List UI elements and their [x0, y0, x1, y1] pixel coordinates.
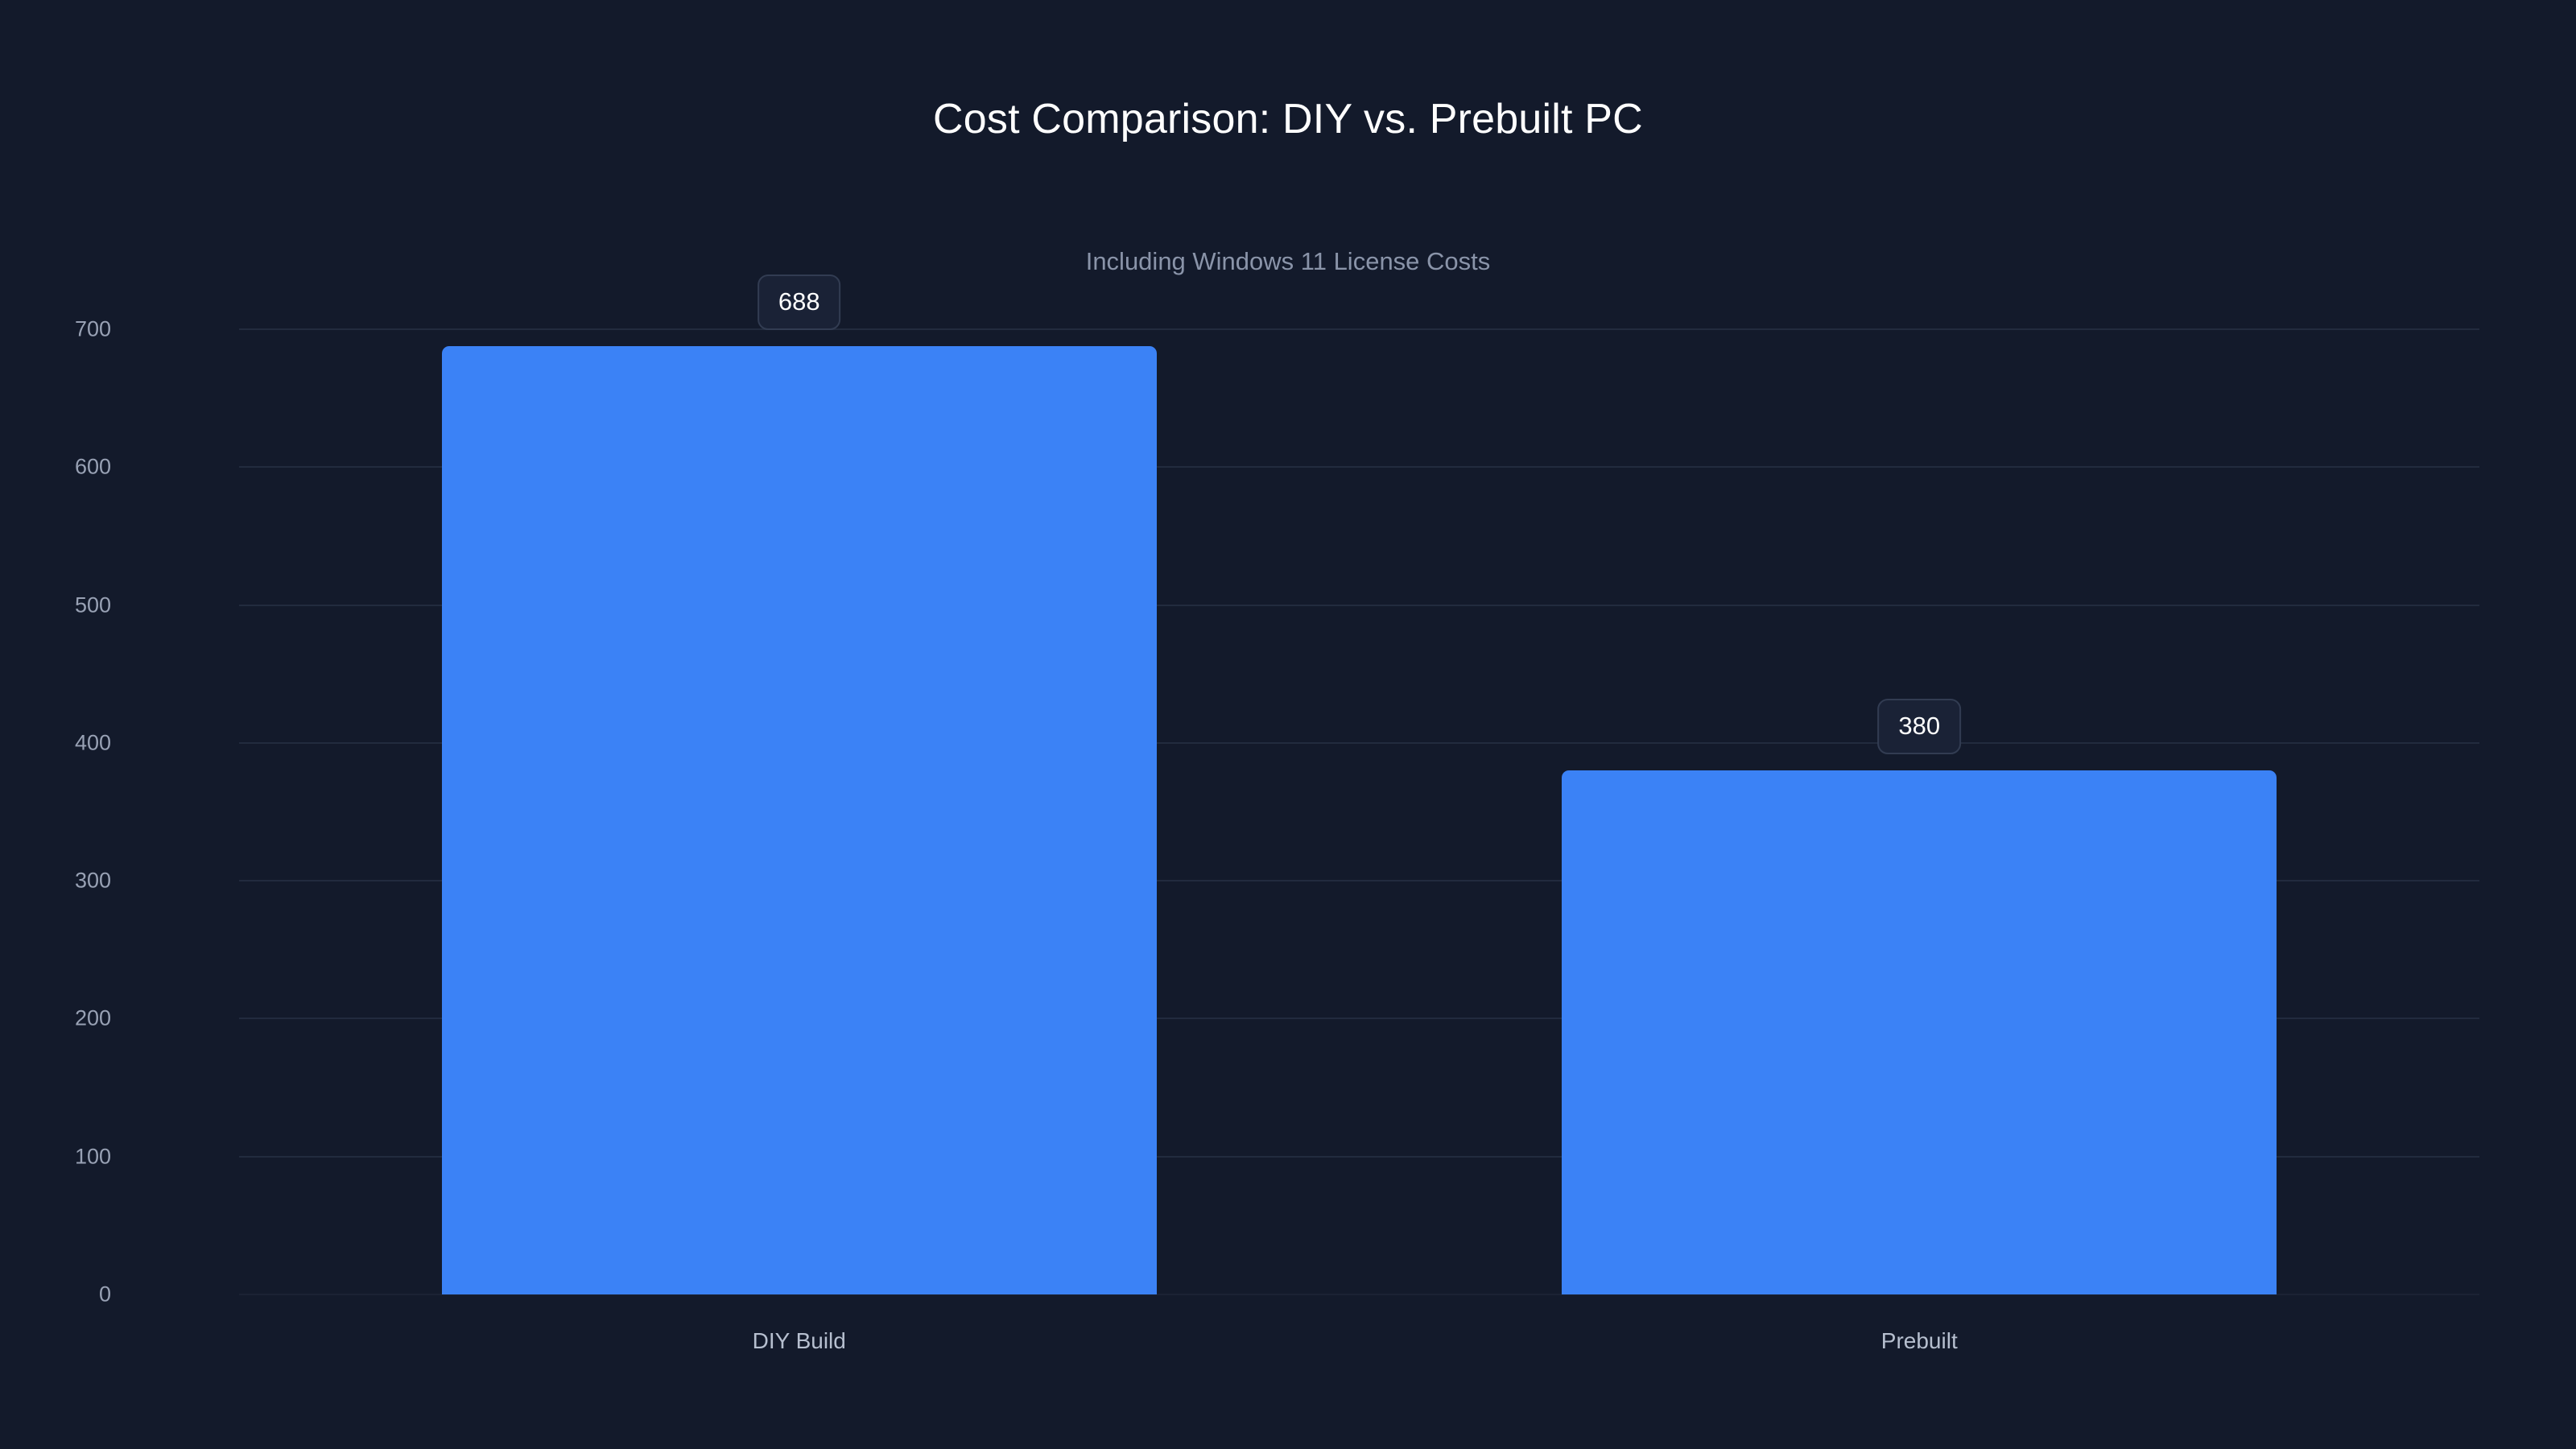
y-axis-tick-label: 600	[74, 454, 111, 479]
data-label-badge: 688	[757, 274, 841, 330]
gridline	[239, 1155, 2479, 1158]
gridline	[239, 741, 2479, 744]
bar-diy-build[interactable]	[441, 345, 1157, 1294]
x-axis-tick-label: Prebuilt	[1880, 1328, 1958, 1353]
y-axis-tick-label: 700	[74, 316, 111, 341]
y-axis-tick-label: 0	[98, 1282, 111, 1307]
chart-subtitle: Including Windows 11 License Costs	[1085, 247, 1491, 275]
bar-prebuilt[interactable]	[1562, 770, 2277, 1294]
data-label-badge: 380	[1877, 699, 1962, 755]
y-axis-tick-label: 100	[74, 1144, 111, 1169]
plot-area	[239, 328, 2479, 1295]
y-axis-tick-label: 300	[74, 868, 111, 893]
gridline	[239, 604, 2479, 606]
y-axis-tick-label: 400	[74, 730, 111, 755]
gridline	[239, 466, 2479, 469]
gridline	[239, 328, 2479, 330]
chart-title: Cost Comparison: DIY vs. Prebuilt PC	[933, 96, 1643, 142]
y-axis-tick-label: 200	[74, 1005, 111, 1030]
gridline	[239, 1294, 2479, 1295]
x-axis-tick-label: DIY Build	[752, 1328, 846, 1353]
gridline	[239, 1018, 2479, 1020]
gridline	[239, 880, 2479, 882]
y-axis-tick-label: 500	[74, 592, 111, 617]
